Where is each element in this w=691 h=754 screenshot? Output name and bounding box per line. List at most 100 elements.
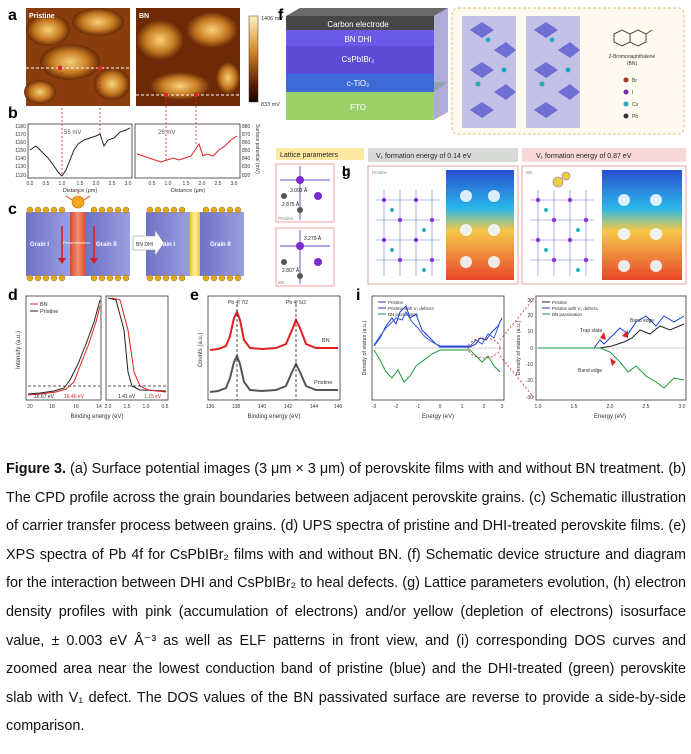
grain-i-right: Grain I xyxy=(156,242,175,248)
bn-molecule-icon xyxy=(613,29,653,47)
cpd-xlabel-left: Distance (μm) xyxy=(63,188,98,194)
legend-i: I xyxy=(632,90,633,96)
tick-label: 2.0 xyxy=(105,404,112,410)
afm-label-bn: BN xyxy=(139,13,149,20)
cpd-plot-frame-right xyxy=(134,123,241,179)
d-legend-bn: BN xyxy=(40,302,48,308)
tick-label: 144 xyxy=(310,404,319,410)
tick-label: 1.0 xyxy=(535,404,542,410)
i-legend-r-defect: Pristine with V₁ defects xyxy=(552,306,599,311)
i-legend-pristine: Pristine xyxy=(388,300,404,305)
recombination-label: Recombination xyxy=(63,240,90,245)
xps-pristine xyxy=(209,353,338,393)
tick-label: 0.5 xyxy=(43,181,50,187)
panel-f: f Carbon electrode BN DHI CsPbIBr₂ c-TiO… xyxy=(278,7,685,135)
colorbar-min: 833 mV xyxy=(261,102,280,108)
tick-label: 10 xyxy=(527,329,533,335)
tick-label: 1.5 xyxy=(183,181,190,187)
tick-label: -10 xyxy=(526,362,533,368)
tick-label: 3.0 xyxy=(231,181,238,187)
tick-label: 870 xyxy=(242,132,251,138)
i-legend-r-bn: BN passivation xyxy=(552,312,583,317)
i-legend-bn: BN passivation xyxy=(388,312,419,317)
dos-zoom-defect xyxy=(538,315,685,349)
xps-label-bn: BN xyxy=(322,338,330,344)
tick-label: -20 xyxy=(526,378,533,384)
tick-label: 0.0 xyxy=(27,181,34,187)
tick-label: 2.5 xyxy=(643,404,650,410)
d-xlabel: Binding energy (eV) xyxy=(70,414,123,420)
ups-right-bn xyxy=(111,297,167,393)
panel-c: c Grain I Grain II Recombination BN DHI xyxy=(8,190,244,282)
tick-label: 860 xyxy=(242,140,251,146)
i-yticks-right: 30 20 10 0 -10 -20 -30 xyxy=(526,298,533,401)
cpd-yticks-right: 880 870 860 850 840 830 820 xyxy=(242,124,251,179)
dos-zoom-pristine xyxy=(538,323,685,349)
legend-br: Br xyxy=(632,78,637,84)
tick-label: 0.5 xyxy=(149,181,156,187)
d-legend-pristine: Pristine xyxy=(40,309,58,315)
layer-perovskite: CsPbIBr₂ xyxy=(342,55,375,64)
tick-label: 136 xyxy=(206,404,215,410)
trap-state-label: Trap state xyxy=(580,328,603,334)
d-ylabel: Intensity (a.u.) xyxy=(16,331,22,369)
panel-b: b 55 mV 26 mV 1180 1170 1160 1150 1140 1… xyxy=(8,72,260,194)
layer-tio2: c-TiO₂ xyxy=(347,79,369,88)
panel-d: d BN Pristine 16.67 eV 16.46 eV 1.41 eV … xyxy=(8,287,169,420)
tick-label: 30 xyxy=(527,298,533,304)
grain-ii-left: Grain II xyxy=(96,242,117,248)
caption-label: Figure 3. xyxy=(6,461,67,477)
h-tag-bn: BN xyxy=(526,170,532,175)
tick-label: 1140 xyxy=(15,156,26,162)
panel-a: a Pristine BN 1406 mV 833 mV xyxy=(8,7,283,108)
tick-label: 1.0 xyxy=(59,181,66,187)
i-ylabel-right: Density of states (a.u.) xyxy=(516,320,522,375)
afm-image-bn: BN xyxy=(136,8,240,106)
elf-map-pristine xyxy=(446,170,514,280)
cpd-xticks: 0.0 0.5 1.0 1.5 2.0 2.5 3.0 0.5 1.0 1.5 … xyxy=(27,181,238,187)
panel-d-letter: d xyxy=(8,287,18,304)
tick-label: 840 xyxy=(242,156,251,162)
panel-e-letter: e xyxy=(190,287,199,304)
tick-label: 3.0 xyxy=(125,181,132,187)
h-tag-pristine: Pristine xyxy=(372,170,388,175)
e-xlabel: Binding energy (eV) xyxy=(247,414,300,420)
tick-label: 138 xyxy=(232,404,241,410)
panel-e: e Pb 4f 7/2 Pb 4f 5/2 BN Pristine Counts… xyxy=(190,287,342,420)
cpd-yticks-left: 1180 1170 1160 1150 1140 1130 1120 xyxy=(15,124,26,179)
lattice-structure-pristine xyxy=(280,166,330,220)
i-legend-defect: Pristine with V₁ defects xyxy=(388,306,435,311)
formation-energy-pristine: V₁ formation energy of 0.14 eV xyxy=(376,153,472,160)
lattice-v1: 3.093 Å xyxy=(290,187,308,194)
ups-val-3: 1.41 eV xyxy=(118,394,136,400)
tick-label: 1160 xyxy=(15,140,26,146)
tick-label: -2 xyxy=(394,404,399,410)
device-stack: Carbon electrode BN DHI CsPbIBr₂ c-TiO₂ … xyxy=(286,8,448,120)
xps-bn xyxy=(209,309,338,351)
tick-label: 1130 xyxy=(15,164,26,170)
dos-defect xyxy=(373,310,501,347)
h-lattice-bn xyxy=(530,171,594,276)
tick-label: 14 xyxy=(96,404,102,410)
tick-label: 0 xyxy=(530,346,533,352)
xps-peak-1: Pb 4f 7/2 xyxy=(228,300,248,306)
tick-label: 1.0 xyxy=(143,404,150,410)
tick-label: 2.0 xyxy=(93,181,100,187)
crystal-structure xyxy=(462,16,580,128)
figure-3: a Pristine BN 1406 mV 833 mV xyxy=(8,7,687,420)
tick-label: 140 xyxy=(258,404,267,410)
ups-right-pristine xyxy=(107,297,167,392)
tick-label: 830 xyxy=(242,164,251,170)
formation-energy-bn: V₁ formation energy of 0.87 eV xyxy=(536,153,632,160)
panel-i-letter: i xyxy=(356,287,360,304)
tick-label: 2.5 xyxy=(215,181,222,187)
xps-peak-2: Pb 4f 5/2 xyxy=(286,300,306,306)
lattice-structure-bn xyxy=(280,230,330,284)
bn-dhi-arrow: BN DHI xyxy=(132,229,165,257)
bn-dhi-label: BN DHI xyxy=(136,242,153,248)
cpd-annotation-bn: 26 mV xyxy=(158,130,175,136)
band-edge-label-bottom: Band edge xyxy=(578,368,602,374)
panel-i: i Pristine Pristine with V₁ defects BN p… xyxy=(356,287,687,420)
panel-h-letter-visible: h xyxy=(342,163,351,179)
grain-i-left: Grain I xyxy=(30,242,49,248)
